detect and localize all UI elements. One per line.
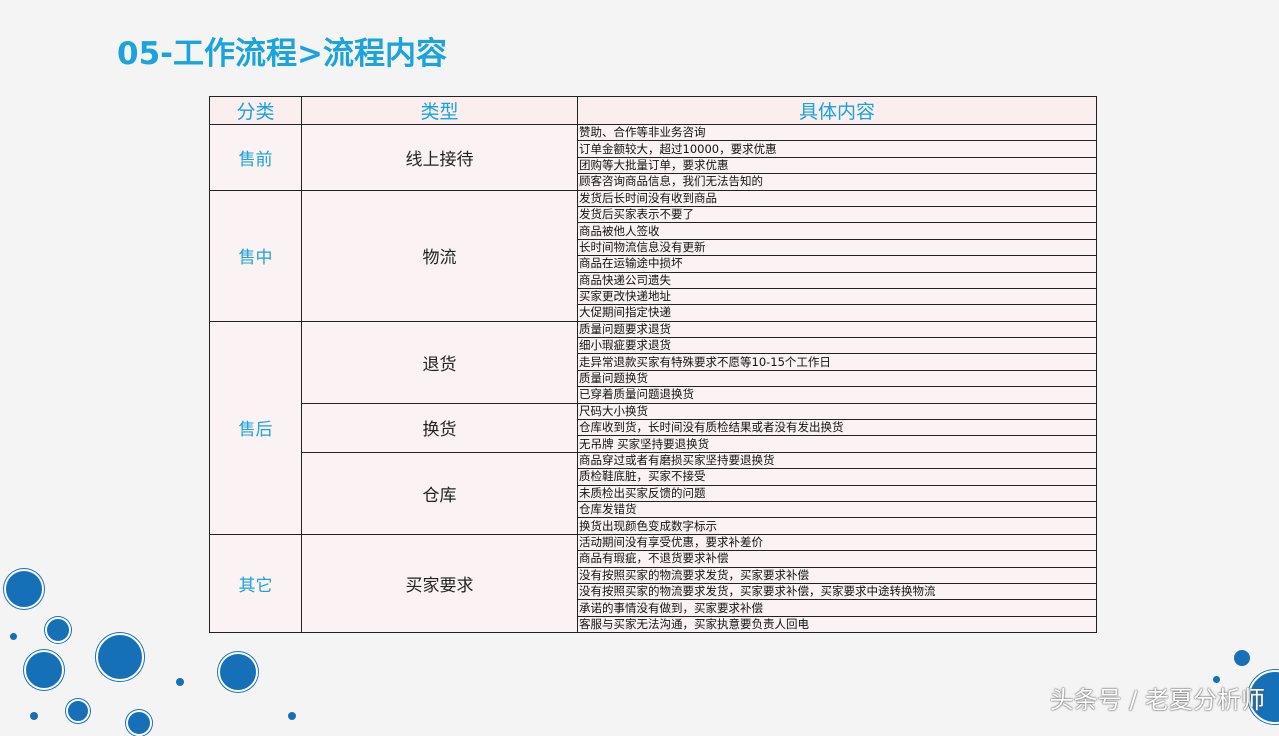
category-cell: 其它 [209, 533, 302, 634]
table-row: 换货 尺码大小换货 [210, 402, 1097, 453]
table-row: 仓库收到货，长时间没有质检结果或者没有发出换货 [210, 419, 1097, 437]
category-cell: 售后 [209, 320, 302, 535]
table-row: 商品在运输途中损坏 [210, 255, 1097, 273]
header-content: 具体内容 [577, 96, 1097, 125]
circle-decoration [24, 650, 64, 690]
circle-decoration [218, 652, 258, 692]
content-cell: 质检鞋底脏，买家不接受 [577, 468, 1097, 486]
content-cell: 发货后长时间没有收到商品 [577, 189, 1097, 207]
type-cell: 线上接待 [301, 124, 578, 191]
content-cell: 仓库收到货，长时间没有质检结果或者没有发出换货 [577, 419, 1097, 437]
table-row: 细小瑕疵要求退货 [210, 337, 1097, 355]
table-row: 仓库发错货 [210, 500, 1097, 519]
content-cell: 已穿着质量问题退换货 [577, 386, 1097, 404]
circle-decoration [288, 712, 296, 720]
content-cell: 长时间物流信息没有更新 [577, 238, 1097, 257]
category-cell: 售中 [209, 189, 302, 322]
table-row: 商品被他人签收 [210, 222, 1097, 240]
circle-decoration [96, 633, 144, 681]
table-row: 质检鞋底脏，买家不接受 [210, 468, 1097, 486]
circle-decoration [66, 699, 90, 723]
content-cell: 赞助、合作等非业务咨询 [577, 123, 1097, 142]
content-cell: 商品被他人签收 [577, 222, 1097, 240]
table-row: 仓库 商品穿过或者有磨损买家坚持要退换货 [210, 451, 1097, 535]
table-row: 订单金额较大，超过10000，要求优惠 [210, 140, 1097, 158]
table-row: 顾客咨询商品信息，我们无法告知的 [210, 173, 1097, 191]
content-cell: 走异常退款买家有特殊要求不愿等10-15个工作日 [577, 353, 1097, 371]
content-cell: 客服与买家无法沟通，买家执意要负责人回电 [577, 615, 1097, 634]
table-row: 客服与买家无法沟通，买家执意要负责人回电 [210, 615, 1097, 634]
category-cell: 售前 [209, 124, 302, 191]
table-row: 换货出现颜色变成数字标示 [210, 517, 1097, 535]
content-cell: 换货出现颜色变成数字标示 [577, 517, 1097, 535]
type-cell: 退货 [301, 320, 578, 404]
header-category: 分类 [209, 96, 302, 125]
content-cell: 团购等大批量订单，要求优惠 [577, 156, 1097, 175]
content-cell: 无吊牌 买家坚持要退换货 [577, 435, 1097, 453]
table-row: 无吊牌 买家坚持要退换货 [210, 435, 1097, 453]
content-cell: 大促期间指定快递 [577, 304, 1097, 322]
content-cell: 未质检出买家反馈的问题 [577, 484, 1097, 502]
content-cell: 细小瑕疵要求退货 [577, 337, 1097, 355]
content-cell: 没有按照买家的物流要求发货，买家要求补偿 [577, 566, 1097, 584]
circle-decoration [126, 710, 152, 736]
circle-decoration [176, 678, 184, 686]
table-row: 没有按照买家的物流要求发货，买家要求补偿 [210, 566, 1097, 584]
circle-decoration [30, 712, 38, 720]
content-cell: 活动期间没有享受优惠，要求补差价 [577, 533, 1097, 552]
content-cell: 发货后买家表示不要了 [577, 205, 1097, 224]
table-row: 长时间物流信息没有更新 [210, 238, 1097, 257]
table-row: 其它 买家要求 活动期间没有享受优惠，要求补差价 [209, 533, 1097, 634]
type-cell: 换货 [301, 402, 578, 453]
content-cell: 没有按照买家的物流要求发货，买家要求补偿，买家要求中途转换物流 [577, 582, 1097, 601]
circle-decoration [1213, 676, 1220, 683]
table-row: 售中 物流 发货后长时间没有收到商品 [209, 189, 1097, 322]
header-type: 类型 [301, 96, 578, 125]
table-header-row: 分类 类型 具体内容 [209, 96, 1097, 125]
content-cell: 顾客咨询商品信息，我们无法告知的 [577, 173, 1097, 191]
type-cell: 仓库 [301, 451, 578, 535]
type-cell: 买家要求 [301, 533, 578, 634]
table-row: 质量问题换货 [210, 369, 1097, 388]
content-cell: 买家更改快递地址 [577, 287, 1097, 306]
table-row: 已穿着质量问题退换货 [210, 386, 1097, 404]
content-cell: 商品穿过或者有磨损买家坚持要退换货 [577, 451, 1097, 470]
circle-decoration [45, 617, 71, 643]
process-table: 分类 类型 具体内容 售前 线上接待 赞助、合作等非业务咨询 订单金额较大，超过100… [209, 96, 1097, 634]
content-cell: 订单金额较大，超过10000，要求优惠 [577, 140, 1097, 158]
circle-decoration [1234, 650, 1250, 666]
table-row: 买家更改快递地址 [210, 287, 1097, 306]
table-row: 未质检出买家反馈的问题 [210, 484, 1097, 502]
content-cell: 商品快递公司遗失 [577, 271, 1097, 289]
content-cell: 尺码大小换货 [577, 402, 1097, 421]
content-cell: 质量问题要求退货 [577, 320, 1097, 339]
table-row: 团购等大批量订单，要求优惠 [210, 156, 1097, 175]
content-cell: 商品有瑕疵，不退货要求补偿 [577, 550, 1097, 568]
content-cell: 商品在运输途中损坏 [577, 255, 1097, 273]
table-row: 承诺的事情没有做到，买家要求补偿 [210, 599, 1097, 617]
watermark: 头条号 / 老夏分析师 [1049, 686, 1265, 714]
circle-decoration [4, 569, 44, 609]
type-cell: 物流 [301, 189, 578, 322]
content-cell: 仓库发错货 [577, 500, 1097, 519]
table-row: 售前 线上接待 赞助、合作等非业务咨询 [209, 123, 1097, 191]
circle-decoration [10, 633, 17, 640]
table-row: 售后 退货 质量问题要求退货 [209, 320, 1097, 535]
content-cell: 质量问题换货 [577, 369, 1097, 388]
content-cell: 承诺的事情没有做到，买家要求补偿 [577, 599, 1097, 617]
page-title: 05-工作流程>流程内容 [117, 36, 447, 72]
